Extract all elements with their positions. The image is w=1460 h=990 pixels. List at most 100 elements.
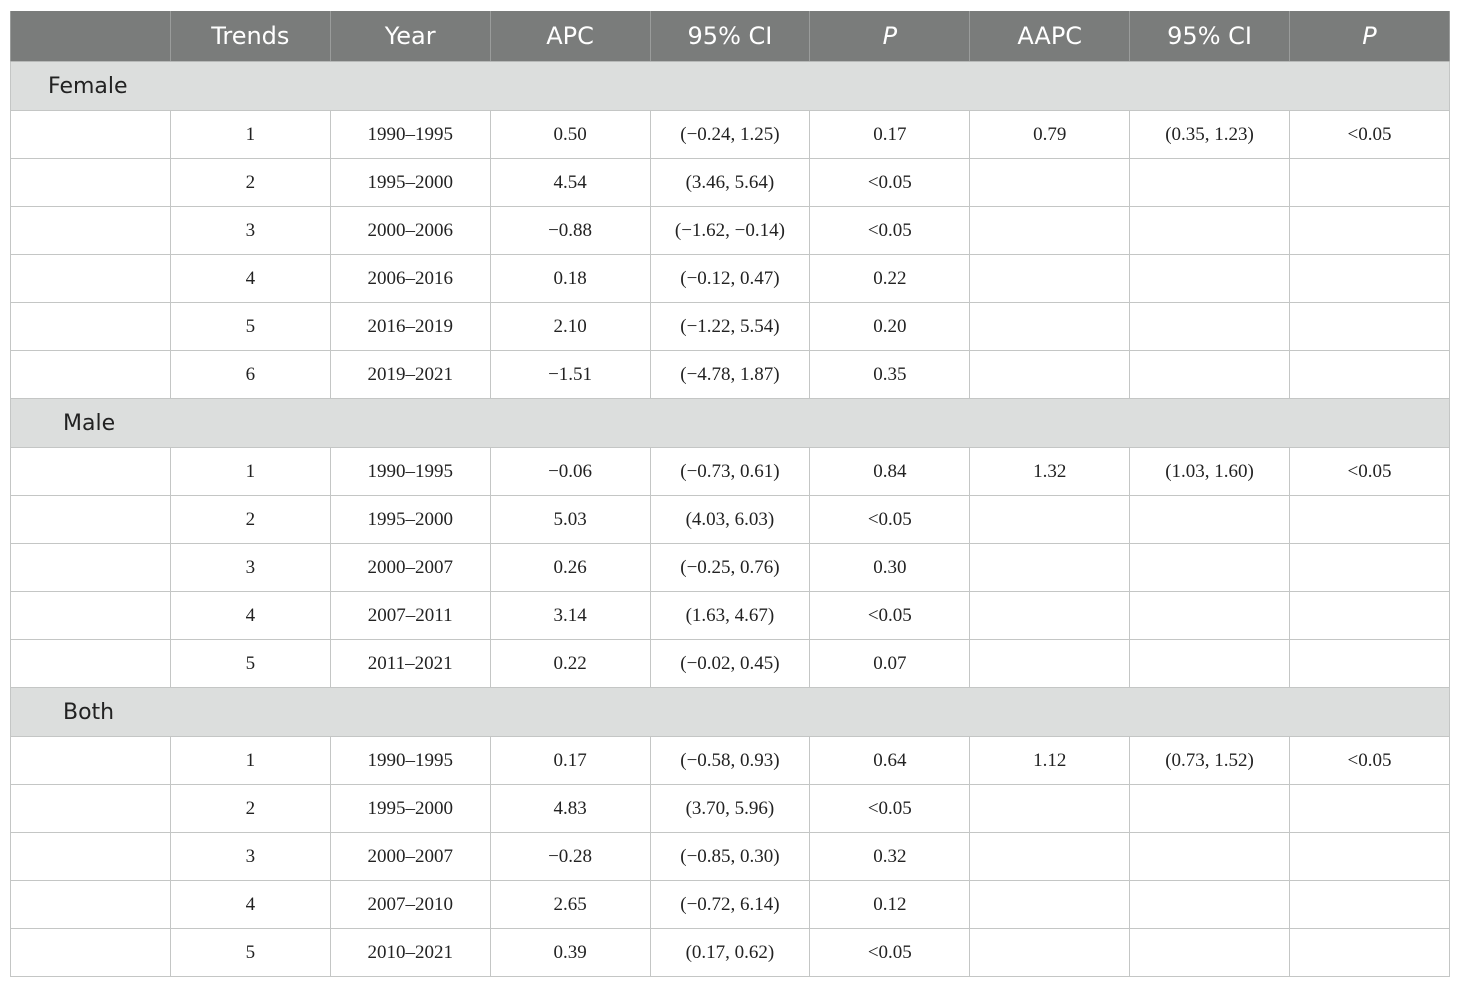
header-aapc-ci: 95% CI xyxy=(1129,11,1290,62)
p-cell: 0.30 xyxy=(809,543,971,592)
table-row: 4 2007–2011 3.14 (1.63, 4.67) <0.05 xyxy=(10,591,1450,640)
year-cell: 1990–1995 xyxy=(329,736,491,785)
table-row: 2 1995–2000 4.83 (3.70, 5.96) <0.05 xyxy=(10,784,1450,833)
aapc-ci-cell xyxy=(1129,591,1290,640)
group-label: Female xyxy=(48,73,128,99)
year-cell: 1990–1995 xyxy=(329,110,491,159)
ci-cell: (−0.73, 0.61) xyxy=(649,447,811,496)
aapc-cell xyxy=(969,880,1131,929)
apc-cell: 0.50 xyxy=(489,110,651,159)
table-row: 3 2000–2007 −0.28 (−0.85, 0.30) 0.32 xyxy=(10,832,1450,881)
trend-cell: 1 xyxy=(169,110,331,159)
trend-cell: 1 xyxy=(169,447,331,496)
table-row: 5 2016–2019 2.10 (−1.22, 5.54) 0.20 xyxy=(10,302,1450,351)
aapc-ci-cell xyxy=(1129,832,1290,881)
apc-cell: 0.26 xyxy=(489,543,651,592)
ci-cell: (−0.02, 0.45) xyxy=(649,639,811,688)
aapc-ci-cell xyxy=(1129,784,1290,833)
apc-cell: 3.14 xyxy=(489,591,651,640)
aapc-cell xyxy=(969,591,1131,640)
aapc-cell xyxy=(969,639,1131,688)
aapc-p-cell xyxy=(1289,158,1450,207)
aapc-cell xyxy=(969,158,1131,207)
trend-cell: 5 xyxy=(169,302,331,351)
aapc-ci-cell xyxy=(1129,158,1290,207)
aapc-cell xyxy=(969,302,1131,351)
ci-cell: (−0.12, 0.47) xyxy=(649,254,811,303)
aapc-cell xyxy=(969,784,1131,833)
trend-cell: 6 xyxy=(169,350,331,399)
header-row: Trends Year APC 95% CI P AAPC 95% CI P xyxy=(10,11,1450,62)
ci-cell: (4.03, 6.03) xyxy=(649,495,811,544)
header-aapc-p: P xyxy=(1289,11,1450,62)
year-cell: 2007–2011 xyxy=(329,591,491,640)
group-row-both: Both xyxy=(10,687,1450,737)
aapc-cell xyxy=(969,350,1131,399)
p-cell: <0.05 xyxy=(809,591,971,640)
apc-cell: 0.18 xyxy=(489,254,651,303)
year-cell: 1995–2000 xyxy=(329,495,491,544)
trend-cell: 4 xyxy=(169,591,331,640)
header-blank xyxy=(10,11,171,62)
aapc-p-cell xyxy=(1289,784,1450,833)
aapc-p-cell xyxy=(1289,206,1450,255)
apc-cell: −0.88 xyxy=(489,206,651,255)
ci-cell: (−0.25, 0.76) xyxy=(649,543,811,592)
trend-cell: 2 xyxy=(169,158,331,207)
trend-cell: 3 xyxy=(169,206,331,255)
table-row: 3 2000–2007 0.26 (−0.25, 0.76) 0.30 xyxy=(10,543,1450,592)
year-cell: 2000–2007 xyxy=(329,543,491,592)
aapc-cell xyxy=(969,254,1131,303)
year-cell: 2011–2021 xyxy=(329,639,491,688)
aapc-ci-cell xyxy=(1129,254,1290,303)
apc-cell: 0.39 xyxy=(489,928,651,977)
trend-cell: 4 xyxy=(169,880,331,929)
p-cell: <0.05 xyxy=(809,928,971,977)
p-cell: 0.64 xyxy=(809,736,971,785)
p-cell: 0.20 xyxy=(809,302,971,351)
ci-cell: (−0.85, 0.30) xyxy=(649,832,811,881)
aapc-ci-cell xyxy=(1129,639,1290,688)
group-label: Male xyxy=(63,410,116,436)
year-cell: 1995–2000 xyxy=(329,784,491,833)
table-row: 5 2010–2021 0.39 (0.17, 0.62) <0.05 xyxy=(10,928,1450,977)
aapc-cell: 1.32 xyxy=(969,447,1131,496)
aapc-p-cell xyxy=(1289,302,1450,351)
apc-cell: 0.22 xyxy=(489,639,651,688)
group-label: Both xyxy=(63,699,115,725)
aapc-ci-cell xyxy=(1129,495,1290,544)
p-cell: 0.17 xyxy=(809,110,971,159)
aapc-cell: 0.79 xyxy=(969,110,1131,159)
year-cell: 2000–2007 xyxy=(329,832,491,881)
apc-cell: −1.51 xyxy=(489,350,651,399)
table-row: 4 2006–2016 0.18 (−0.12, 0.47) 0.22 xyxy=(10,254,1450,303)
table-row: 1 1990–1995 −0.06 (−0.73, 0.61) 0.84 1.32 (1.0… xyxy=(10,447,1450,496)
aapc-p-cell: <0.05 xyxy=(1289,110,1450,159)
aapc-p-cell xyxy=(1289,928,1450,977)
apc-cell: 2.10 xyxy=(489,302,651,351)
results-table-container: Trends Year APC 95% CI P AAPC 95% CI P F… xyxy=(10,11,1450,977)
trend-cell: 5 xyxy=(169,928,331,977)
p-cell: <0.05 xyxy=(809,206,971,255)
aapc-ci-cell xyxy=(1129,880,1290,929)
aapc-ci-cell: (0.73, 1.52) xyxy=(1129,736,1290,785)
header-aapc: AAPC xyxy=(969,11,1131,62)
aapc-p-cell xyxy=(1289,639,1450,688)
p-cell: 0.07 xyxy=(809,639,971,688)
ci-cell: (1.63, 4.67) xyxy=(649,591,811,640)
trend-cell: 3 xyxy=(169,543,331,592)
ci-cell: (−4.78, 1.87) xyxy=(649,350,811,399)
joinpoint-results-table: Trends Year APC 95% CI P AAPC 95% CI P F… xyxy=(10,11,1450,977)
apc-cell: 4.83 xyxy=(489,784,651,833)
aapc-cell: 1.12 xyxy=(969,736,1131,785)
year-cell: 2010–2021 xyxy=(329,928,491,977)
p-cell: 0.12 xyxy=(809,880,971,929)
year-cell: 2007–2010 xyxy=(329,880,491,929)
aapc-p-cell xyxy=(1289,495,1450,544)
trend-cell: 3 xyxy=(169,832,331,881)
ci-cell: (3.70, 5.96) xyxy=(649,784,811,833)
aapc-p-cell: <0.05 xyxy=(1289,447,1450,496)
aapc-p-cell xyxy=(1289,543,1450,592)
p-cell: <0.05 xyxy=(809,784,971,833)
p-cell: <0.05 xyxy=(809,495,971,544)
